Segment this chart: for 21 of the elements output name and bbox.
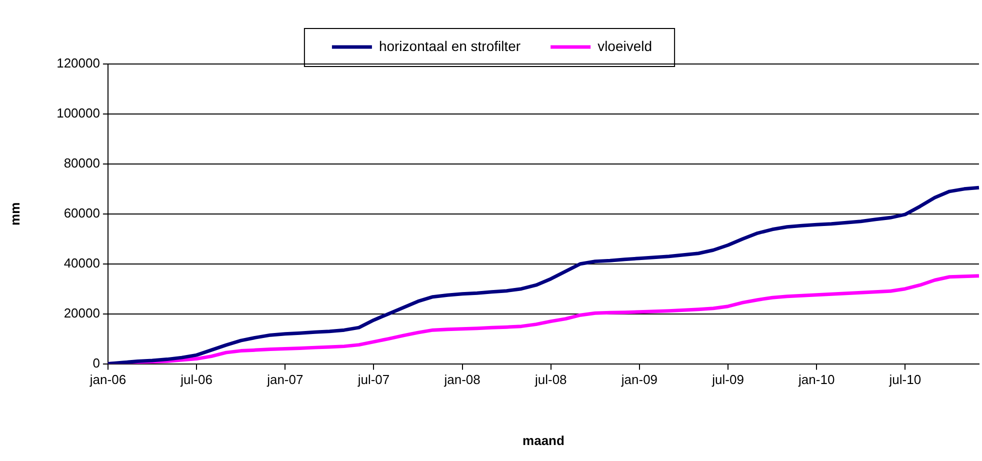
x-tick-label: jul-07 xyxy=(356,372,390,388)
x-tick-label: jul-06 xyxy=(180,372,212,388)
x-tick-label: jan-08 xyxy=(443,372,480,388)
y-tick-label: 40000 xyxy=(64,255,100,270)
y-tick-label: 0 xyxy=(92,355,100,370)
x-tick-label: jan-06 xyxy=(88,372,126,388)
x-tick-label: jan-10 xyxy=(798,372,835,388)
y-tick-label: 20000 xyxy=(64,305,100,320)
y-tick-label: 120000 xyxy=(56,56,100,71)
legend-label: vloeiveld xyxy=(598,38,652,54)
y-tick-label: 100000 xyxy=(56,106,100,121)
x-tick-label: jul-08 xyxy=(534,372,567,388)
x-axis-title: maand xyxy=(522,432,564,448)
y-tick-label: 60000 xyxy=(64,205,100,220)
y-tick-label: 80000 xyxy=(64,156,100,171)
legend-label: horizontaal en strofilter xyxy=(378,38,521,54)
x-tick-label: jan-07 xyxy=(266,372,304,388)
x-tick-label: jul-09 xyxy=(711,372,744,388)
x-tick-label: jan-09 xyxy=(620,372,658,388)
y-axis-title: mm xyxy=(7,202,22,226)
x-tick-label: jul-10 xyxy=(888,372,922,388)
